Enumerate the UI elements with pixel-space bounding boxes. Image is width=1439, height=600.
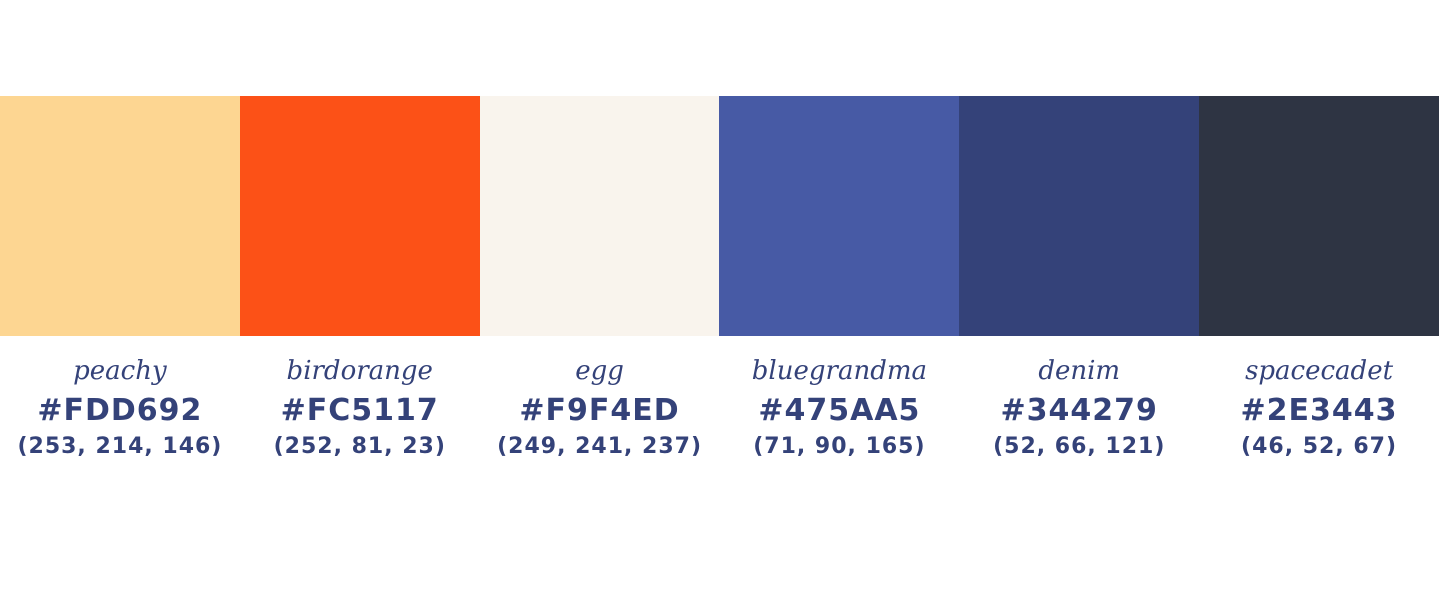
color-rgb: (253, 214, 146) [17, 434, 223, 459]
color-hex: #2E3443 [1240, 393, 1398, 428]
swatch-egg: egg #F9F4ED (249, 241, 237) [479, 96, 720, 460]
color-rgb: (52, 66, 121) [993, 434, 1166, 459]
color-hex: #344279 [1000, 393, 1158, 428]
color-block [959, 96, 1200, 336]
color-name: denim [1038, 356, 1121, 386]
color-rgb: (46, 52, 67) [1241, 434, 1398, 459]
swatch-birdorange: birdorange #FC5117 (252, 81, 23) [239, 96, 480, 460]
swatch-spacecadet: spacecadet #2E3443 (46, 52, 67) [1199, 96, 1439, 460]
color-rgb: (71, 90, 165) [753, 434, 926, 459]
color-rgb: (249, 241, 237) [497, 434, 703, 459]
color-name: egg [575, 356, 624, 386]
swatch-peachy: peachy #FDD692 (253, 214, 146) [0, 96, 240, 460]
color-block [239, 96, 480, 336]
swatch-bluegrandma: bluegrandma #475AA5 (71, 90, 165) [719, 96, 960, 460]
color-hex: #475AA5 [758, 393, 921, 428]
color-hex: #F9F4ED [519, 393, 680, 428]
color-name: spacecadet [1245, 356, 1394, 386]
color-hex: #FC5117 [280, 393, 439, 428]
color-name: birdorange [286, 356, 433, 386]
swatch-denim: denim #344279 (52, 66, 121) [959, 96, 1200, 460]
color-name: peachy [73, 356, 167, 386]
color-block [1199, 96, 1439, 336]
color-name: bluegrandma [751, 356, 927, 386]
color-block [479, 96, 720, 336]
color-block [0, 96, 240, 336]
color-hex: #FDD692 [37, 393, 203, 428]
color-rgb: (252, 81, 23) [273, 434, 446, 459]
color-block [719, 96, 960, 336]
color-palette: peachy #FDD692 (253, 214, 146) birdorang… [0, 96, 1439, 460]
